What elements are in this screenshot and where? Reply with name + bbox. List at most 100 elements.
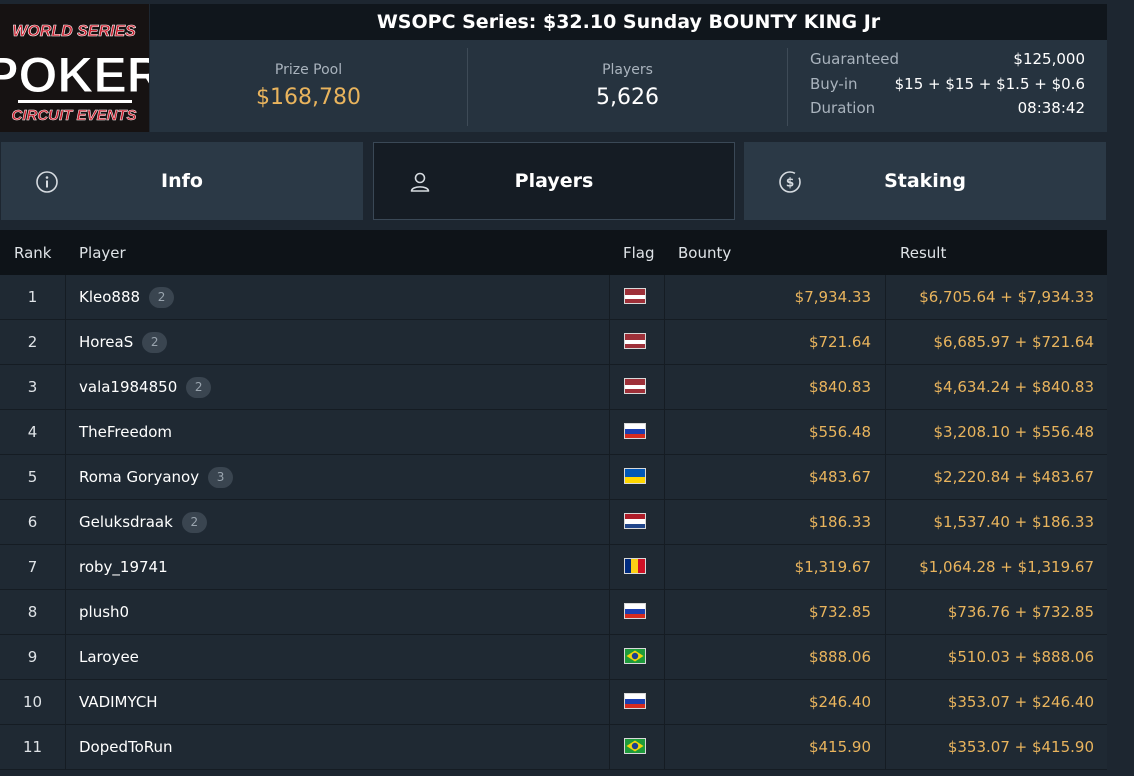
column-divider xyxy=(65,590,66,634)
column-divider xyxy=(885,680,886,724)
bounty-cell: $186.33 xyxy=(808,513,871,531)
table-row[interactable]: 7 roby_19741 $1,319.67 $1,064.28 + $1,319.6… xyxy=(0,545,1107,590)
player-name[interactable]: TheFreedom xyxy=(79,423,173,441)
tab-info[interactable]: Info xyxy=(1,142,363,220)
flag-ukraine-icon xyxy=(624,468,646,484)
flag-column-header[interactable]: Flag xyxy=(623,244,655,262)
prize-pool-label: Prize Pool xyxy=(274,62,343,78)
tab-players-label: Players xyxy=(514,170,594,192)
player-name[interactable]: vala1984850 xyxy=(79,378,178,396)
flag-latvia-icon xyxy=(624,333,646,349)
column-divider xyxy=(65,725,66,769)
player-name[interactable]: plush0 xyxy=(79,603,130,621)
bounty-cell: $556.48 xyxy=(808,423,871,441)
svg-text:$: $ xyxy=(786,176,794,190)
player-cell: plush0 xyxy=(79,590,129,634)
table-row[interactable]: 1 Kleo888 2 $7,934.33 $6,705.64 + $7,934.33 xyxy=(0,275,1107,320)
flag-netherlands-icon xyxy=(624,513,646,529)
guaranteed-row: Guaranteed $125,000 xyxy=(810,50,1085,75)
duration-label: Duration xyxy=(810,99,876,117)
rank-column-header[interactable]: Rank xyxy=(14,244,52,262)
result-cell: $6,705.64 + $7,934.33 xyxy=(919,288,1094,306)
buy-in-row: Buy-in $15 + $15 + $1.5 + $0.6 xyxy=(810,75,1085,100)
players-label: Players xyxy=(602,62,653,78)
rank-cell: 11 xyxy=(22,738,43,756)
column-divider xyxy=(609,320,610,364)
player-name[interactable]: HoreaS xyxy=(79,333,134,351)
user-icon xyxy=(410,172,430,192)
table-row[interactable]: 9 Laroyee $888.06 $510.03 + $888.06 xyxy=(0,635,1107,680)
result-cell: $4,634.24 + $840.83 xyxy=(933,378,1094,396)
wsop-circuit-logo: WORLD SERIES POKER CIRCUIT EVENTS xyxy=(0,4,149,132)
player-cell: roby_19741 xyxy=(79,545,168,589)
buy-in-value: $15 + $15 + $1.5 + $0.6 xyxy=(894,74,1085,93)
result-cell: $736.76 + $732.85 xyxy=(947,603,1094,621)
entries-badge: 3 xyxy=(208,467,234,488)
players-value: 5,626 xyxy=(596,85,659,110)
player-name[interactable]: DopedToRun xyxy=(79,738,173,756)
bounty-cell: $721.64 xyxy=(808,333,871,351)
column-divider xyxy=(609,635,610,679)
player-name[interactable]: Laroyee xyxy=(79,648,139,666)
player-name[interactable]: Roma Goryanoy xyxy=(79,468,200,486)
flag-latvia-icon xyxy=(624,378,646,394)
rank-cell: 7 xyxy=(27,558,38,576)
logo-line-1: WORLD SERIES xyxy=(12,23,136,40)
table-row[interactable]: 2 HoreaS 2 $721.64 $6,685.97 + $721.64 xyxy=(0,320,1107,365)
duration-row: Duration 08:38:42 xyxy=(810,99,1085,124)
rank-cell: 4 xyxy=(27,423,38,441)
table-row[interactable]: 4 TheFreedom $556.48 $3,208.10 + $556.48 xyxy=(0,410,1107,455)
result-cell: $1,064.28 + $1,319.67 xyxy=(919,558,1094,576)
player-cell: DopedToRun xyxy=(79,725,173,769)
column-divider xyxy=(65,410,66,454)
rank-cell: 9 xyxy=(27,648,38,666)
bounty-cell: $246.40 xyxy=(808,693,871,711)
table-row[interactable]: 5 Roma Goryanoy 3 $483.67 $2,220.84 + $483.6… xyxy=(0,455,1107,500)
result-cell: $510.03 + $888.06 xyxy=(947,648,1094,666)
column-divider xyxy=(609,275,610,319)
column-divider xyxy=(664,635,665,679)
player-name[interactable]: VADIMYCH xyxy=(79,693,158,711)
column-divider xyxy=(65,320,66,364)
column-divider xyxy=(664,500,665,544)
column-divider xyxy=(65,275,66,319)
tab-info-label: Info xyxy=(161,170,203,192)
flag-brazil-icon xyxy=(624,738,646,754)
player-cell: VADIMYCH xyxy=(79,680,158,724)
result-cell: $2,220.84 + $483.67 xyxy=(933,468,1094,486)
column-divider xyxy=(609,410,610,454)
result-cell: $6,685.97 + $721.64 xyxy=(933,333,1094,351)
player-name[interactable]: roby_19741 xyxy=(79,558,168,576)
result-cell: $353.07 + $415.90 xyxy=(947,738,1094,756)
player-name[interactable]: Geluksdraak xyxy=(79,513,173,531)
column-divider xyxy=(664,365,665,409)
bounty-cell: $415.90 xyxy=(808,738,871,756)
table-row[interactable]: 3 vala1984850 2 $840.83 $4,634.24 + $840.83 xyxy=(0,365,1107,410)
player-column-header[interactable]: Player xyxy=(79,244,126,262)
tab-staking[interactable]: $ Staking xyxy=(744,142,1106,220)
bounty-cell: $840.83 xyxy=(808,378,871,396)
tab-players[interactable]: Players xyxy=(373,142,735,220)
entries-badge: 2 xyxy=(149,287,175,308)
bounty-column-header[interactable]: Bounty xyxy=(678,244,732,262)
rank-cell: 3 xyxy=(27,378,38,396)
player-cell: Laroyee xyxy=(79,635,139,679)
result-cell: $3,208.10 + $556.48 xyxy=(933,423,1094,441)
table-row[interactable]: 10 VADIMYCH $246.40 $353.07 + $246.40 xyxy=(0,680,1107,725)
column-divider xyxy=(65,545,66,589)
tab-staking-label: Staking xyxy=(884,170,966,192)
column-divider xyxy=(885,635,886,679)
column-divider xyxy=(609,455,610,499)
player-name[interactable]: Kleo888 xyxy=(79,288,141,306)
entries-badge: 2 xyxy=(181,512,207,533)
player-cell: HoreaS 2 xyxy=(79,320,168,364)
table-row[interactable]: 6 Geluksdraak 2 $186.33 $1,537.40 + $186.33 xyxy=(0,500,1107,545)
column-divider xyxy=(664,410,665,454)
guaranteed-value: $125,000 xyxy=(1013,50,1085,68)
players-table-body: 1 Kleo888 2 $7,934.33 $6,705.64 + $7,934.33 2… xyxy=(0,275,1107,770)
result-column-header[interactable]: Result xyxy=(900,244,947,262)
bounty-cell: $732.85 xyxy=(808,603,871,621)
table-row[interactable]: 11 DopedToRun $415.90 $353.07 + $415.90 xyxy=(0,725,1107,770)
table-row[interactable]: 8 plush0 $732.85 $736.76 + $732.85 xyxy=(0,590,1107,635)
player-cell: Roma Goryanoy 3 xyxy=(79,455,234,499)
